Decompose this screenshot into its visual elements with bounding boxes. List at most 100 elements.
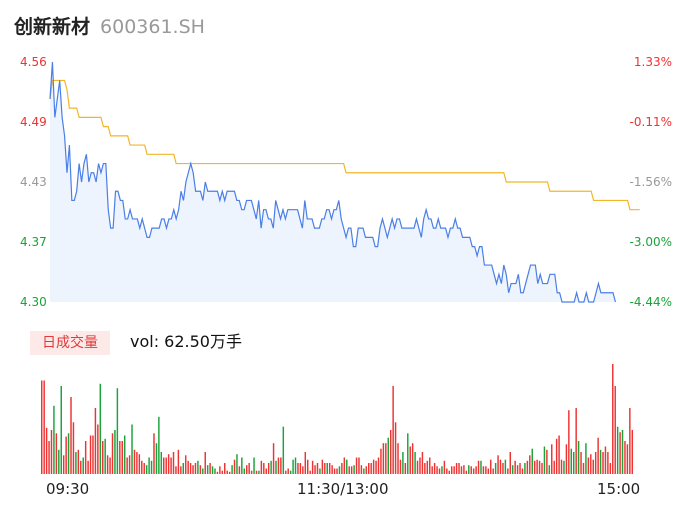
volume-bar (272, 443, 275, 474)
volume-bar (236, 454, 238, 474)
volume-bar (141, 460, 143, 474)
volume-bar (380, 448, 382, 474)
volume-bar (99, 383, 102, 474)
volume-bar (536, 459, 538, 474)
volume-bar (448, 470, 450, 474)
volume-bar (431, 466, 433, 474)
volume-bar (94, 408, 97, 474)
volume-bar (389, 430, 392, 474)
volume-bar (292, 459, 294, 474)
volume-bar (585, 443, 587, 474)
volume-bar (307, 459, 309, 474)
volume-bar (167, 454, 170, 474)
volume-bar (55, 433, 58, 474)
volume-bar (433, 463, 436, 474)
volume-bar (402, 452, 404, 474)
volume-bar (265, 468, 267, 474)
volume-bar (53, 405, 55, 474)
volume-bar (287, 468, 289, 474)
volume-bar (411, 443, 414, 474)
volume-bar (255, 470, 258, 474)
volume-bar (360, 465, 363, 474)
volume-bar (170, 457, 172, 474)
price-tick-label: 4.30 (20, 295, 47, 309)
volume-bar (297, 463, 299, 474)
volume-bar (148, 457, 150, 474)
volume-bar (192, 465, 194, 474)
volume-bar (621, 430, 624, 474)
volume-bar (324, 463, 326, 474)
volume-bar (582, 463, 585, 474)
volume-bar (424, 463, 426, 474)
volume-bar (338, 466, 341, 474)
volume-bar (216, 471, 219, 474)
volume-bar (377, 457, 380, 474)
volume-bar (102, 441, 104, 474)
volume-bar (482, 466, 485, 474)
volume-bar (429, 457, 431, 474)
volume-bar (446, 468, 448, 474)
volume-bar (270, 460, 272, 474)
volume-bar (490, 459, 492, 474)
volume-bar (519, 463, 521, 474)
volume-bar (560, 459, 563, 474)
volume-bar (604, 446, 607, 474)
volume-bar (189, 463, 192, 474)
volume-bar (602, 452, 604, 474)
volume-bar (494, 463, 497, 474)
volume-bar (282, 426, 285, 474)
volume-bar (111, 433, 114, 474)
volume-bar (577, 441, 580, 474)
volume-bar (497, 455, 499, 474)
volume-bar (202, 468, 204, 474)
volume-bar (119, 441, 121, 474)
volume-bar (538, 460, 541, 474)
volume-bar (72, 422, 75, 474)
volume-bar (243, 468, 246, 474)
volume-bar (62, 455, 65, 474)
volume-bar (82, 457, 84, 474)
volume-bar (89, 435, 92, 474)
volume-bar (319, 468, 321, 474)
volume-bar (309, 470, 311, 474)
volume-bar (285, 470, 287, 474)
price-line (49, 61, 617, 303)
average-price-line (49, 79, 640, 211)
volume-bar (375, 460, 377, 474)
volume-bar (526, 460, 529, 474)
volume-bar (258, 470, 260, 474)
volume-bar (516, 465, 519, 474)
volume-bar (177, 449, 180, 474)
volume-bar (399, 459, 402, 474)
volume-bar (228, 471, 231, 474)
volume-bar (50, 430, 53, 474)
volume-bar (531, 448, 533, 474)
volume-bar (511, 465, 514, 474)
volume-bar (426, 460, 429, 474)
volume-bar (302, 466, 304, 474)
volume-bar (187, 460, 189, 474)
time-label-close: 15:00 (597, 480, 641, 498)
volume-bar (607, 452, 609, 474)
volume-label: vol: 62.50万手 (130, 332, 242, 351)
volume-bar (321, 459, 324, 474)
volume-bar (543, 446, 546, 474)
volume-bar (453, 466, 455, 474)
volume-bar (492, 468, 494, 474)
volume-bar (138, 454, 141, 474)
volume-bar (385, 443, 387, 474)
volume-bar (326, 463, 328, 474)
volume-bar (363, 468, 365, 474)
volume-bar (116, 388, 119, 474)
volume-bar (172, 452, 175, 474)
volume-bar (472, 468, 475, 474)
volume-bar (553, 460, 555, 474)
price-tick-label: 4.37 (20, 235, 47, 249)
volume-bar (221, 470, 224, 474)
volume-bar (394, 422, 397, 474)
volume-bar (397, 443, 399, 474)
volume-bar (365, 466, 368, 474)
price-chart: 4.56 4.49 4.43 4.37 4.30 1.33% -0.11% -1.56% -3.… (20, 55, 672, 309)
volume-bar (204, 452, 206, 474)
volume-bar (353, 465, 355, 474)
